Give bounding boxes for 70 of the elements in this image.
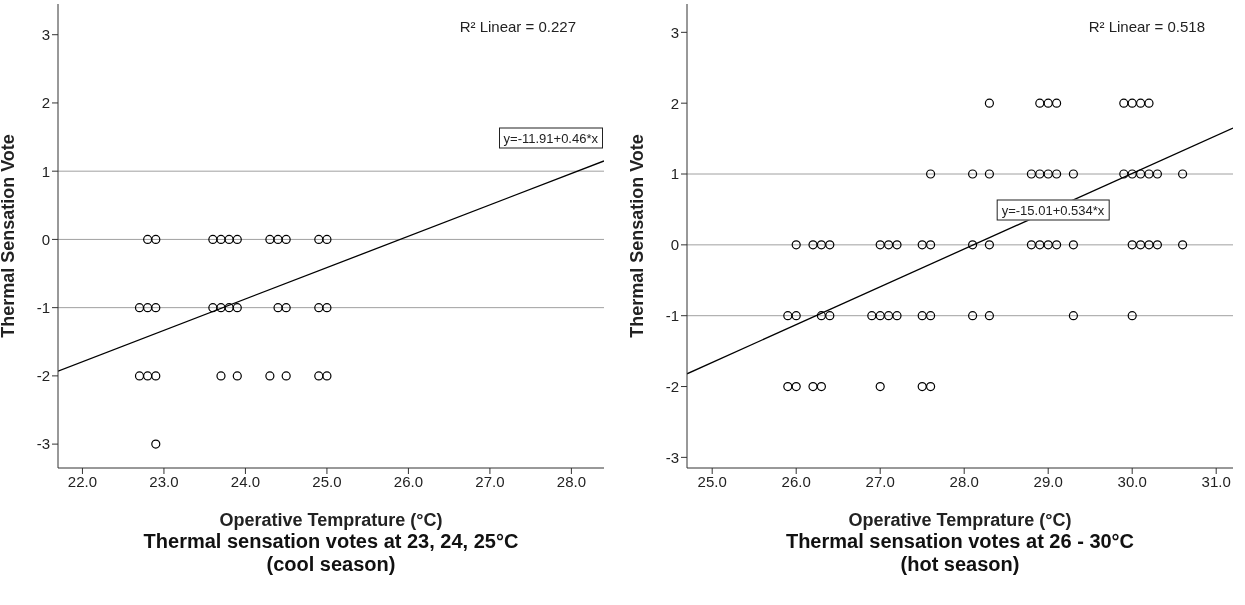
x-tick-label: 27.0 bbox=[475, 472, 505, 490]
point bbox=[314, 234, 324, 245]
x-tick-label: 29.0 bbox=[1033, 472, 1063, 490]
x-axis-title: Operative Temprature (°C) bbox=[848, 510, 1072, 530]
point bbox=[143, 303, 153, 313]
point bbox=[143, 371, 153, 381]
x-tick-label: 25.0 bbox=[312, 472, 342, 490]
point bbox=[151, 371, 161, 381]
point bbox=[151, 439, 161, 449]
point bbox=[151, 303, 161, 313]
y-axis-title: Thermal Sensation Vote bbox=[0, 134, 19, 338]
annotation: y=-15.01+0.534*x bbox=[996, 199, 1110, 221]
point bbox=[322, 371, 332, 381]
x-tick-label: 30.0 bbox=[1117, 472, 1147, 490]
point bbox=[134, 371, 145, 381]
y-axis-title: Thermal Sensation Vote bbox=[627, 134, 648, 338]
point bbox=[232, 371, 242, 381]
y-tick-label: 1 bbox=[670, 165, 679, 183]
y-tick-label: 3 bbox=[670, 23, 679, 41]
x-tick-label: 26.0 bbox=[393, 472, 424, 490]
y-tick-label: 0 bbox=[41, 230, 50, 248]
point bbox=[322, 234, 332, 245]
y-tick-label: -3 bbox=[665, 448, 679, 466]
point bbox=[265, 371, 275, 381]
x-tick-label: 24.0 bbox=[230, 472, 261, 490]
y-tick-label: 3 bbox=[41, 26, 50, 44]
point bbox=[143, 234, 153, 245]
point bbox=[273, 234, 283, 245]
text: Thermal sensation votes at 23, 24, 25°C (cool season) bbox=[142, 530, 520, 576]
point bbox=[281, 234, 291, 245]
point bbox=[208, 234, 218, 245]
point bbox=[281, 371, 291, 381]
x-tick-label: 26.0 bbox=[781, 472, 811, 490]
text: Thermal sensation votes at 26 - 30°C (hot season) bbox=[784, 530, 1136, 576]
y-tick-label: 0 bbox=[670, 236, 679, 254]
point bbox=[322, 303, 332, 313]
y-tick-label: -1 bbox=[36, 298, 50, 316]
y-tick-label: 1 bbox=[41, 162, 50, 180]
point bbox=[224, 234, 234, 245]
point bbox=[224, 303, 234, 313]
x-tick-label: 28.0 bbox=[556, 472, 586, 490]
annotation: y=-11.91+0.46*x bbox=[498, 127, 603, 149]
y-tick-label: 2 bbox=[41, 94, 50, 112]
x-tick-label: 31.0 bbox=[1201, 472, 1231, 490]
x-tick-label: 23.0 bbox=[149, 472, 179, 490]
point bbox=[134, 303, 145, 313]
point bbox=[208, 303, 218, 313]
point bbox=[265, 234, 275, 245]
x-tick-label: 27.0 bbox=[865, 472, 895, 490]
point bbox=[281, 303, 291, 313]
y-tick-label: -1 bbox=[665, 307, 679, 325]
x-tick-label: 28.0 bbox=[949, 472, 979, 490]
y-tick-label: 2 bbox=[670, 94, 679, 112]
x-tick-label: 22.0 bbox=[67, 472, 98, 490]
y-tick-label: -2 bbox=[36, 367, 50, 385]
point bbox=[216, 303, 226, 313]
point bbox=[314, 371, 324, 381]
y-tick-label: -3 bbox=[36, 435, 50, 453]
annotation: R² Linear = 0.227 bbox=[459, 18, 576, 35]
point bbox=[273, 303, 283, 313]
point bbox=[232, 234, 242, 245]
point bbox=[151, 234, 161, 245]
point bbox=[216, 234, 226, 245]
x-tick-label: 25.0 bbox=[697, 472, 727, 490]
point bbox=[314, 303, 324, 313]
annotation: R² Linear = 0.518 bbox=[1088, 18, 1205, 35]
x-axis-title: Operative Temprature (°C) bbox=[219, 510, 443, 530]
y-tick-label: -2 bbox=[665, 377, 679, 395]
point bbox=[216, 371, 226, 381]
point bbox=[232, 303, 242, 313]
